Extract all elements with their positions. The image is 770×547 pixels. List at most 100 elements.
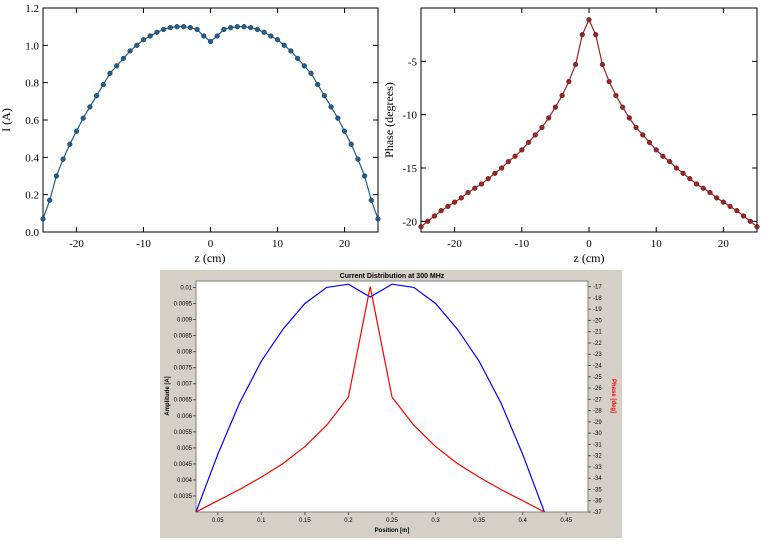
y2-tick-label: -35 bbox=[593, 487, 602, 493]
y-tick-label: 0.0055 bbox=[174, 430, 193, 436]
data-point bbox=[747, 218, 753, 224]
y2-tick-label: -28 bbox=[593, 409, 602, 415]
data-point bbox=[619, 104, 626, 110]
x-axis-label: Position [m] bbox=[375, 528, 410, 534]
data-point bbox=[593, 32, 599, 38]
data-point bbox=[375, 216, 381, 222]
data-point bbox=[181, 24, 187, 30]
x-tick-label: 0.15 bbox=[299, 518, 311, 524]
series-layer bbox=[40, 24, 381, 222]
data-point bbox=[80, 115, 86, 121]
series-layer bbox=[195, 283, 545, 513]
y2-tick-label: -19 bbox=[593, 307, 602, 313]
y2-tick-label: -25 bbox=[593, 375, 602, 381]
data-point bbox=[532, 132, 538, 138]
data-point bbox=[613, 92, 619, 99]
data-point bbox=[660, 153, 666, 159]
data-point bbox=[114, 63, 120, 69]
y-tick-label: 0.0065 bbox=[174, 398, 193, 404]
data-point bbox=[707, 189, 713, 196]
y-tick-label: 0.0075 bbox=[174, 366, 193, 372]
data-point bbox=[87, 104, 93, 110]
data-point bbox=[418, 224, 424, 230]
x-tick-label: 10 bbox=[651, 238, 663, 250]
data-point bbox=[368, 197, 374, 203]
x-tick-label: 0 bbox=[586, 238, 592, 250]
data-point bbox=[478, 181, 485, 187]
y-axis-ticks: -20 -15 -10 -5 bbox=[402, 56, 757, 228]
data-point bbox=[60, 156, 66, 162]
data-point bbox=[687, 176, 693, 182]
data-point bbox=[100, 81, 106, 88]
x-tick-label: 0.25 bbox=[386, 518, 398, 524]
data-point bbox=[693, 181, 700, 187]
data-point bbox=[221, 26, 227, 33]
y2-tick-label: -33 bbox=[593, 465, 602, 471]
data-point bbox=[281, 42, 287, 48]
data-point bbox=[579, 32, 585, 38]
current-distribution-chart: Current Distribution at 300 MHz 0.00350.… bbox=[160, 270, 622, 538]
data-point bbox=[73, 128, 80, 134]
x-axis-label: z (cm) bbox=[195, 251, 226, 265]
y-axis-ticks: 0.0 0.2 0.4 0.6 0.8 1.0 1.2 bbox=[25, 3, 378, 239]
data-point bbox=[147, 33, 153, 39]
data-point bbox=[167, 25, 173, 31]
data-point bbox=[700, 185, 706, 191]
data-point bbox=[295, 55, 301, 62]
y-tick-label: 0.007 bbox=[177, 382, 193, 388]
data-point bbox=[425, 218, 431, 224]
data-point bbox=[40, 216, 46, 222]
data-point bbox=[720, 199, 727, 205]
amplitude-series-line bbox=[195, 283, 545, 513]
data-point bbox=[667, 159, 673, 165]
left-axis-ticks: 0.0035 0.004 0.0045 0.005 0.0055 0.006 0.0065 0… bbox=[174, 285, 196, 500]
y2-tick-label: -20 bbox=[593, 318, 602, 324]
y2-axis-label: Phase [deg] bbox=[610, 379, 616, 413]
y-tick-label: 0.006 bbox=[177, 414, 193, 420]
y-axis-label: I (A) bbox=[0, 108, 13, 132]
y-axis-label: Amplitude [A] bbox=[165, 376, 171, 415]
x-tick-label: 0.45 bbox=[560, 518, 572, 524]
data-point bbox=[559, 92, 565, 99]
data-point bbox=[335, 115, 341, 121]
data-point bbox=[321, 93, 328, 99]
data-point bbox=[362, 173, 368, 179]
data-point bbox=[740, 213, 747, 219]
y2-tick-label: -18 bbox=[593, 296, 602, 302]
y-tick-label: 0.004 bbox=[177, 478, 193, 484]
y-tick-label: 1.0 bbox=[25, 40, 39, 52]
data-point bbox=[355, 156, 361, 162]
y2-tick-label: -34 bbox=[593, 476, 602, 482]
y-axis-label: Phase (degrees) bbox=[382, 82, 396, 158]
data-point bbox=[525, 139, 532, 146]
y-tick-label: 0.0095 bbox=[174, 301, 193, 307]
data-point bbox=[154, 29, 160, 35]
plot-frame bbox=[420, 7, 758, 233]
data-point bbox=[452, 199, 458, 205]
data-point bbox=[315, 81, 321, 88]
y-tick-label: 0.0045 bbox=[174, 462, 193, 468]
data-point bbox=[187, 25, 194, 31]
data-point bbox=[499, 165, 505, 171]
data-point bbox=[485, 176, 491, 182]
data-point bbox=[107, 70, 113, 76]
data-point bbox=[241, 24, 247, 30]
data-point bbox=[633, 124, 639, 131]
data-point bbox=[472, 185, 478, 191]
data-point bbox=[445, 203, 451, 210]
x-tick-label: 20 bbox=[339, 238, 351, 250]
y-tick-label: 0.2 bbox=[25, 190, 39, 202]
y-tick-label: 0.6 bbox=[25, 115, 39, 127]
right-axis-ticks: -37 -36 -35 -34 -33 -32 -31 -30 -29 -28 -27 -26 -25 -… bbox=[588, 285, 602, 516]
chart-title: Current Distribution at 300 MHz bbox=[340, 273, 445, 280]
data-point bbox=[288, 48, 294, 54]
data-point bbox=[431, 213, 438, 219]
y-tick-label: 1.2 bbox=[25, 3, 39, 15]
data-point bbox=[207, 38, 214, 45]
data-point bbox=[161, 26, 167, 33]
data-point bbox=[348, 141, 354, 147]
data-point bbox=[519, 147, 525, 153]
data-point bbox=[546, 115, 552, 121]
y2-tick-label: -27 bbox=[593, 397, 602, 403]
y-tick-label: 0.005 bbox=[177, 446, 193, 452]
